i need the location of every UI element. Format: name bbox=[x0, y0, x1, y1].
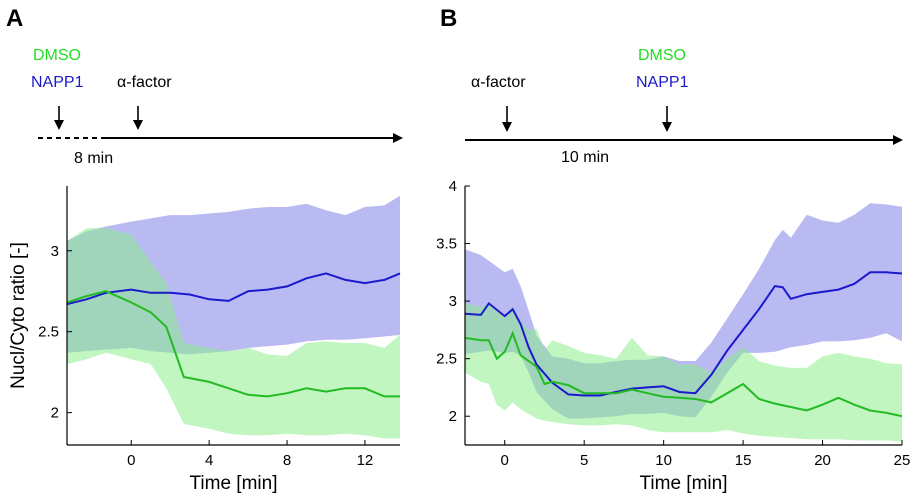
y-tick-label: 3 bbox=[449, 293, 457, 310]
chart-b: 0 5 10 15 20 25 2 2.5 3 3.5 4 Time [min] bbox=[436, 178, 910, 494]
chart-a: 0 4 8 12 2 2.5 3 Time [min] Nucl/Cyto ratio [-] bbox=[8, 186, 401, 494]
timeline-a-dmso-label: DMSO bbox=[33, 47, 81, 64]
y-tick-label: 2 bbox=[449, 408, 457, 425]
timeline-a-interval-label: 8 min bbox=[74, 150, 113, 167]
chart-line-2 bbox=[464, 330, 903, 418]
timeline-b-interval-label: 10 min bbox=[561, 149, 609, 166]
x-tick-label: 0 bbox=[127, 452, 135, 469]
x-tick-label: 20 bbox=[814, 452, 831, 469]
x-tick-label: 10 bbox=[655, 452, 672, 469]
timeline-b-napp1-label: NAPP1 bbox=[636, 74, 689, 91]
timeline-a-alpha-label: α-factor bbox=[117, 74, 172, 91]
x-tick-label: 12 bbox=[357, 452, 374, 469]
y-tick-label: 2 bbox=[51, 405, 59, 422]
chart-line-1 bbox=[66, 272, 401, 306]
panel-b-label: B bbox=[440, 5, 457, 32]
timeline-b-dmso-label: DMSO bbox=[638, 47, 686, 64]
y-tick-label: 3.5 bbox=[436, 236, 457, 253]
y-tick-label: 4 bbox=[449, 178, 457, 195]
y-tick-label: 2.5 bbox=[38, 324, 59, 341]
chart-line-1 bbox=[464, 271, 903, 397]
timeline-a-napp1-label: NAPP1 bbox=[31, 74, 84, 91]
timeline-a: DMSO NAPP1 α-factor 8 min bbox=[31, 47, 403, 167]
x-tick-label: 25 bbox=[894, 452, 911, 469]
x-tick-label: 5 bbox=[580, 452, 588, 469]
chart-band-2 bbox=[67, 228, 400, 439]
chart-line-2 bbox=[66, 290, 400, 398]
x-tick-label: 15 bbox=[735, 452, 752, 469]
x-axis-label: Time [min] bbox=[190, 473, 278, 494]
x-tick-label: 0 bbox=[501, 452, 509, 469]
x-axis-label: Time [min] bbox=[640, 473, 728, 494]
x-tick-label: 8 bbox=[283, 452, 291, 469]
y-tick-label: 2.5 bbox=[436, 351, 457, 368]
timeline-b: α-factor DMSO NAPP1 10 min bbox=[465, 47, 903, 166]
panel-a-label: A bbox=[6, 5, 23, 32]
timeline-b-alpha-label: α-factor bbox=[471, 74, 526, 91]
x-tick-label: 4 bbox=[205, 452, 213, 469]
y-tick-label: 3 bbox=[51, 243, 59, 260]
y-axis-label: Nucl/Cyto ratio [-] bbox=[8, 242, 29, 389]
